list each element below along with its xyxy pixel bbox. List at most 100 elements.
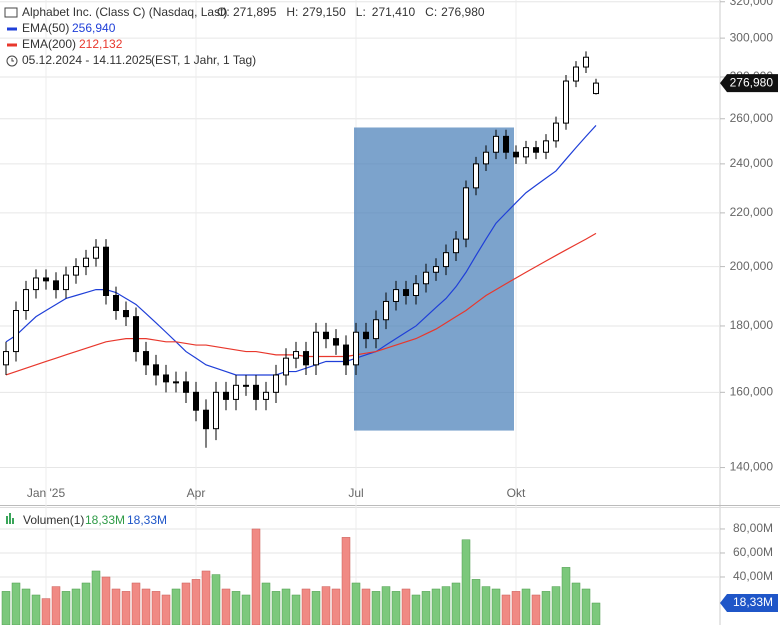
candle-body bbox=[73, 266, 79, 276]
volume-bar bbox=[211, 574, 221, 625]
volume-bar bbox=[581, 588, 591, 625]
y-tick-label: 160,000 bbox=[730, 384, 774, 398]
y-tick-label: 260,000 bbox=[730, 111, 774, 125]
volume-bar bbox=[181, 582, 191, 625]
candle-body bbox=[153, 364, 159, 376]
ohlc-name: C: bbox=[425, 5, 437, 19]
volume-bar bbox=[21, 588, 31, 625]
volume-bar bbox=[291, 594, 301, 625]
volume-bar bbox=[1, 591, 11, 625]
candle-body bbox=[143, 351, 149, 366]
volume-bar bbox=[231, 591, 241, 625]
candle-body bbox=[163, 374, 169, 383]
volume-bar bbox=[541, 591, 551, 625]
candle-body bbox=[103, 246, 109, 296]
volume-bar bbox=[401, 588, 411, 625]
volume-bar bbox=[111, 588, 121, 625]
volume-bar bbox=[351, 582, 361, 625]
candle-body bbox=[473, 163, 479, 189]
volume-bar bbox=[51, 586, 61, 625]
volume-icon bbox=[6, 516, 8, 524]
ohlc-name: H: bbox=[286, 5, 298, 19]
candle-body bbox=[393, 289, 399, 302]
volume-bar bbox=[171, 588, 181, 625]
candle-body bbox=[363, 331, 369, 340]
candle-body bbox=[323, 331, 329, 340]
volume-bar bbox=[371, 591, 381, 625]
volume-bar bbox=[151, 591, 161, 625]
volume-bar bbox=[271, 591, 281, 625]
volume-legend-name: Volumen(1) bbox=[23, 513, 84, 527]
volume-bar bbox=[561, 567, 571, 625]
volume-bar bbox=[481, 586, 491, 625]
volume-bar bbox=[501, 594, 511, 625]
candle-body bbox=[173, 381, 179, 384]
volume-bar bbox=[331, 588, 341, 625]
volume-bar bbox=[101, 576, 111, 625]
ema-line bbox=[5, 232, 597, 376]
volume-bar bbox=[391, 591, 401, 625]
x-tick-label: Okt bbox=[507, 486, 526, 500]
candle-body bbox=[43, 277, 49, 282]
volume-bar bbox=[321, 586, 331, 625]
volume-bar bbox=[91, 570, 101, 625]
ohlc-name: O: bbox=[217, 5, 230, 19]
x-tick-label: Jul bbox=[348, 486, 363, 500]
candle-body bbox=[553, 122, 559, 142]
candle-body bbox=[343, 344, 349, 366]
volume-bar bbox=[511, 591, 521, 625]
candle-body bbox=[493, 135, 499, 153]
volume-bar bbox=[361, 588, 371, 625]
candle-body bbox=[593, 82, 599, 95]
volume-bar bbox=[191, 579, 201, 625]
ohlc-values: O: 271,895 H: 279,150 L: 271,410 C: 276,980 bbox=[217, 5, 485, 19]
candle-body bbox=[113, 294, 119, 312]
candle-body bbox=[503, 135, 509, 153]
volume-bar bbox=[451, 582, 461, 625]
x-tick-label: Jan '25 bbox=[27, 486, 66, 500]
x-tick-label: Apr bbox=[187, 486, 206, 500]
candle-body bbox=[13, 310, 19, 353]
y-tick-label: 80,00M bbox=[733, 521, 773, 535]
volume-bar bbox=[161, 594, 171, 625]
y-tick-label: 300,000 bbox=[730, 30, 774, 44]
candle-body bbox=[463, 187, 469, 240]
candle-body bbox=[133, 316, 139, 353]
volume-icon bbox=[9, 513, 11, 524]
ohlc-value: 276,980 bbox=[441, 5, 485, 19]
candle-body bbox=[213, 391, 219, 430]
volume-bar bbox=[341, 537, 351, 625]
candle-body bbox=[183, 381, 189, 393]
volume-bar bbox=[471, 579, 481, 625]
candle-body bbox=[423, 271, 429, 285]
legend-name: EMA(200) bbox=[22, 37, 76, 51]
y-tick-label: 220,000 bbox=[730, 205, 774, 219]
candle-body bbox=[413, 283, 419, 296]
candle-body bbox=[123, 310, 129, 318]
volume-bar bbox=[551, 586, 561, 625]
ohlc-value: 279,150 bbox=[302, 5, 346, 19]
y-tick-label: 180,000 bbox=[730, 318, 774, 332]
y-tick-label: 200,000 bbox=[730, 259, 774, 273]
candle-body bbox=[513, 151, 519, 158]
volume-legend-value: 18,33M bbox=[85, 513, 125, 527]
candle-body bbox=[263, 391, 269, 400]
volume-bar bbox=[441, 586, 451, 625]
ohlc-value: 271,895 bbox=[233, 5, 277, 19]
volume-bar bbox=[261, 582, 271, 625]
volume-bar bbox=[221, 588, 231, 625]
candle-body bbox=[453, 238, 459, 254]
candle-body bbox=[243, 384, 249, 387]
candle-body bbox=[483, 151, 489, 165]
volume-bar bbox=[431, 588, 441, 625]
y-tick-label: 40,00M bbox=[733, 569, 773, 583]
candle-body bbox=[83, 257, 89, 268]
candle-body bbox=[353, 331, 359, 366]
y-tick-label: 240,000 bbox=[730, 156, 774, 170]
candle-body bbox=[543, 140, 549, 153]
candle-body bbox=[203, 409, 209, 430]
date-range: 05.12.2024 - 14.11.2025 bbox=[22, 53, 152, 67]
volume-bar bbox=[141, 588, 151, 625]
volume-bar bbox=[301, 588, 311, 625]
